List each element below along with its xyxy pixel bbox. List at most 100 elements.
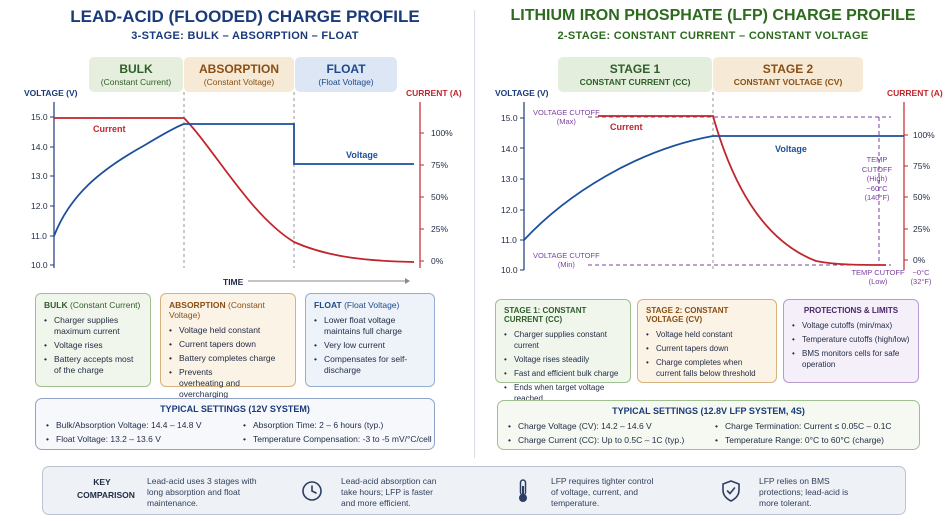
card-title: STAGE 2: CONSTANT VOLTAGE (CV)	[646, 306, 729, 324]
settings-title: TYPICAL SETTINGS (12.8V LFP SYSTEM, 4S)	[612, 406, 805, 416]
right-vtick: 15.0	[501, 113, 518, 123]
left-time-label: TIME	[223, 277, 244, 287]
left-ctick: 100%	[431, 128, 453, 138]
settings-item: Bulk/Absorption Voltage: 14.4 – 14.8 V	[46, 418, 236, 432]
card-title: PROTECTIONS & LIMITS	[803, 306, 899, 315]
card-item: Current tapers down	[169, 339, 287, 350]
left-subtitle: 3-STAGE: BULK – ABSORPTION – FLOAT	[131, 30, 359, 42]
stage-name: BULK	[119, 62, 153, 76]
temp-low-line2: (Low)	[868, 277, 888, 286]
stage-desc: (Float Voltage)	[318, 77, 374, 87]
key-comparison-bar: KEY COMPARISON Lead-acid uses 3 stages w…	[42, 466, 906, 515]
temp-high-line2: (High)	[866, 174, 888, 183]
left-ctick: 50%	[431, 192, 449, 202]
comparison-text: Lead-acid absorption can take hours; LFP…	[341, 476, 437, 508]
card-item: Charger supplies maximum current	[44, 315, 142, 337]
stage-name: ABSORPTION	[198, 62, 279, 76]
card-item: BMS monitors cells for safe operation	[792, 348, 910, 370]
right-ctick: 75%	[913, 161, 931, 171]
temp-low-value: ~0°C (32°F)	[905, 268, 937, 286]
stage-desc: CONSTANT VOLTAGE (CV)	[733, 77, 843, 87]
right-voltage-label: Voltage	[775, 144, 807, 154]
left-vtick: 13.0	[31, 171, 48, 181]
card-item: Voltage held constant	[169, 325, 287, 336]
right-vtick: 11.0	[501, 235, 517, 245]
card-item: Voltage held constant	[646, 329, 768, 340]
right-vtick: 14.0	[501, 144, 518, 154]
right-stage-2: STAGE 2 CONSTANT VOLTAGE (CV)	[713, 57, 863, 92]
left-voltage-label: Voltage	[346, 150, 378, 160]
right-stage-1: STAGE 1 CONSTANT CURRENT (CC)	[558, 57, 712, 92]
card-item: Fast and efficient bulk charge	[504, 368, 622, 379]
left-vtick: 10.0	[31, 260, 48, 270]
settings-item: Temperature Compensation: -3 to -5 mV/°C…	[243, 432, 433, 446]
card-title: BULK	[44, 300, 68, 310]
stage-name: STAGE 2	[762, 62, 814, 76]
right-card-stage1: STAGE 1: CONSTANT CURRENT (CC) Charger s…	[495, 299, 631, 403]
card-item: Temperature cutoffs (high/low)	[792, 334, 910, 345]
left-card-float: FLOAT (Float Voltage) Lower float voltag…	[305, 293, 435, 387]
card-item: Current tapers down	[646, 343, 768, 354]
card-title: ABSORPTION	[169, 300, 226, 310]
left-vtick: 15.0	[31, 112, 48, 122]
temp-low-label: TEMP CUTOFF (Low)	[851, 268, 905, 286]
temp-high-line1: TEMP CUTOFF	[861, 155, 893, 174]
cutoff-min-line1: VOLTAGE CUTOFF	[533, 251, 600, 260]
cutoff-max-line1: VOLTAGE CUTOFF	[533, 108, 600, 117]
temp-low-line1: TEMP CUTOFF	[851, 268, 905, 277]
settings-item: Charge Voltage (CV): 14.2 – 14.6 V	[508, 419, 708, 433]
settings-item: Temperature Range: 0°C to 60°C (charge)	[715, 433, 917, 447]
key-comparison-label: KEY COMPARISON	[77, 477, 135, 500]
stage-name: STAGE 1	[609, 62, 661, 76]
stage-name: FLOAT	[326, 62, 366, 76]
right-subtitle: 2-STAGE: CONSTANT CURRENT – CONSTANT VOL…	[557, 30, 869, 42]
card-item: Voltage cutoffs (min/max)	[792, 320, 910, 331]
settings-item: Charge Termination: Current ≤ 0.05C – 0.…	[715, 419, 917, 433]
left-time-arrowhead	[405, 278, 410, 284]
card-title: FLOAT	[314, 300, 342, 310]
card-item: Lower float voltage maintains full charg…	[314, 315, 426, 337]
card-item: Voltage rises	[44, 340, 142, 351]
card-item: Compensates for self-discharge	[314, 354, 426, 376]
right-chart	[520, 92, 908, 271]
card-item: Charge completes when current falls belo…	[646, 357, 768, 379]
temp-low-line4: (32°F)	[910, 277, 932, 286]
right-settings: TYPICAL SETTINGS (12.8V LFP SYSTEM, 4S) …	[497, 400, 920, 450]
comparison-text: LFP relies on BMS protections; lead-acid…	[759, 476, 849, 508]
left-ctick: 0%	[431, 256, 444, 266]
thermometer-icon	[515, 478, 531, 504]
right-current-label: Current	[610, 122, 643, 132]
left-stage-absorption: ABSORPTION (Constant Voltage)	[184, 57, 294, 92]
right-ctick: 25%	[913, 224, 931, 234]
card-item: Prevents overheating and overcharging	[169, 367, 287, 400]
left-voltage-axis-label: VOLTAGE (V)	[24, 88, 78, 98]
card-item: Battery completes charge	[169, 353, 287, 364]
cutoff-max-label: VOLTAGE CUTOFF (Max)	[533, 108, 600, 126]
right-ctick: 0%	[913, 255, 926, 265]
card-title-sub: (Float Voltage)	[344, 300, 400, 310]
right-ctick: 100%	[913, 130, 935, 140]
left-voltage-line	[53, 123, 414, 237]
right-vtick: 13.0	[501, 174, 518, 184]
right-vtick: 12.0	[501, 205, 518, 215]
left-current-axis-label: CURRENT (A)	[406, 88, 462, 98]
right-card-stage2: STAGE 2: CONSTANT VOLTAGE (CV) Voltage h…	[637, 299, 777, 383]
left-vtick: 11.0	[31, 231, 47, 241]
left-vtick: 12.0	[31, 201, 48, 211]
stage-desc: (Constant Voltage)	[203, 77, 275, 87]
settings-item: Absorption Time: 2 – 6 hours (typ.)	[243, 418, 433, 432]
right-voltage-line	[523, 135, 904, 241]
comparison-text: LFP requires tighter control of voltage,…	[551, 476, 654, 508]
right-ctick: 50%	[913, 192, 931, 202]
settings-item: Float Voltage: 13.2 – 13.6 V	[46, 432, 236, 446]
settings-title: TYPICAL SETTINGS (12V SYSTEM)	[160, 404, 310, 414]
right-card-protections: PROTECTIONS & LIMITS Voltage cutoffs (mi…	[783, 299, 919, 383]
stage-desc: (Constant Current)	[100, 77, 172, 87]
left-vtick: 14.0	[31, 142, 48, 152]
left-stage-float: FLOAT (Float Voltage)	[295, 57, 397, 92]
right-current-axis-label: CURRENT (A)	[887, 88, 943, 98]
left-current-label: Current	[93, 124, 126, 134]
card-title-sub: (Constant Voltage)	[169, 300, 265, 320]
temp-high-line4: (140°F)	[864, 193, 890, 202]
card-title-sub: (Constant Current)	[69, 300, 141, 310]
